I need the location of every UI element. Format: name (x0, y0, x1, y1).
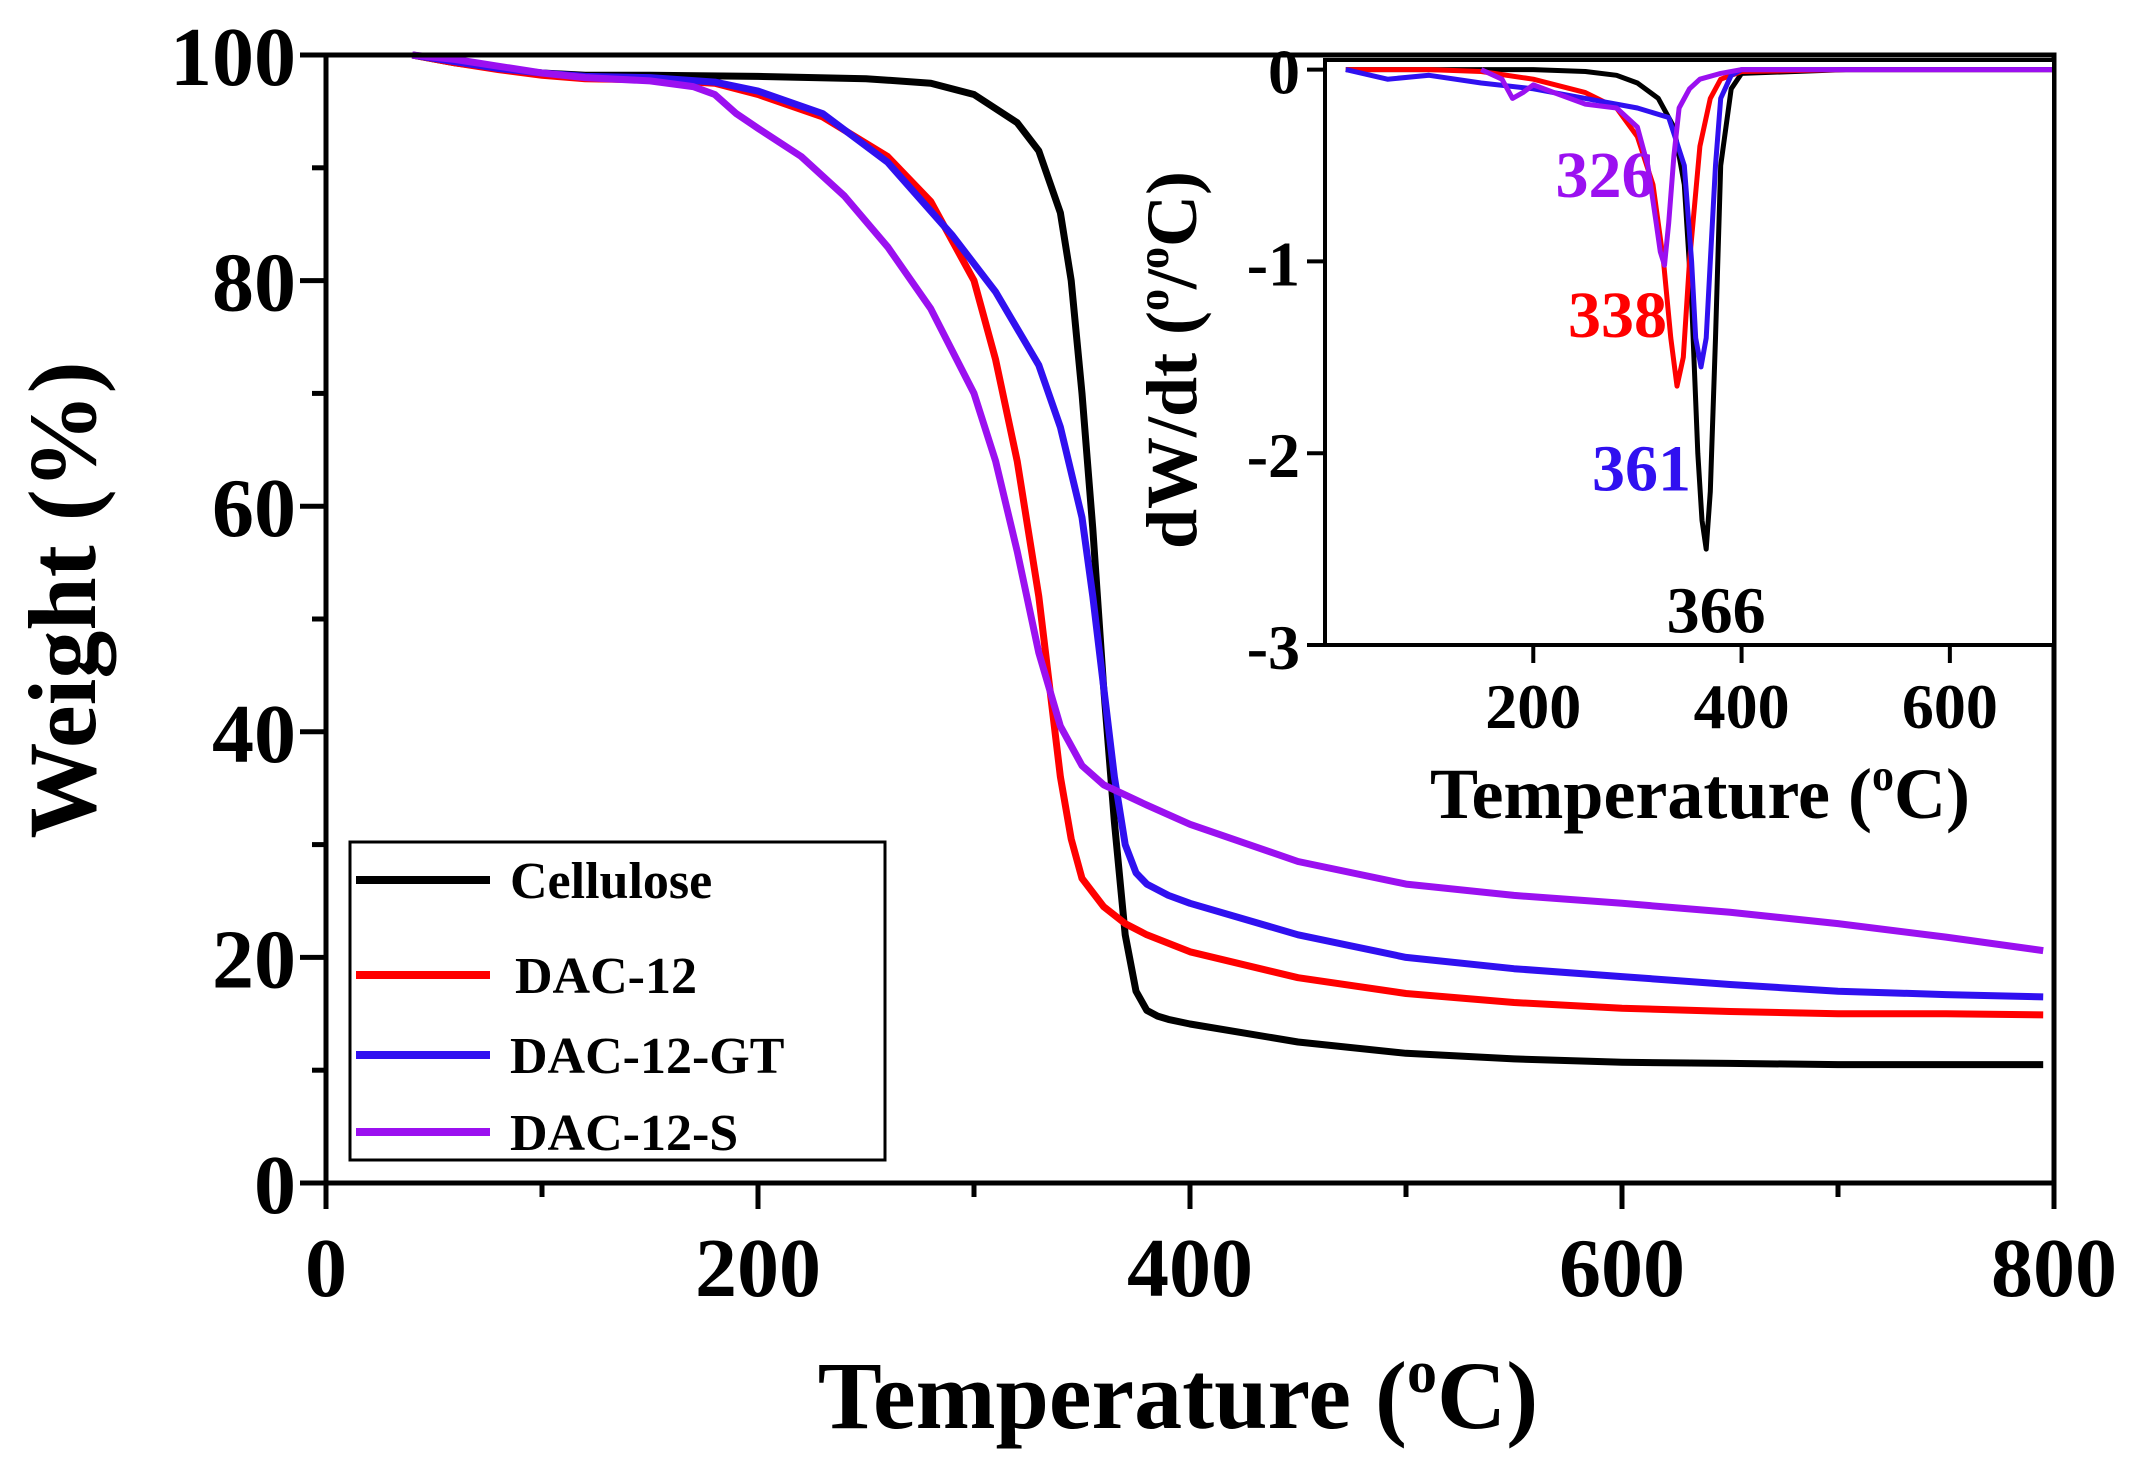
legend-entry-cellulose: Cellulose (356, 853, 712, 910)
main-x-tick-labels: 0 200 400 600 800 (305, 1222, 2117, 1315)
inset-y-tick-labels: 0 -1 -2 -3 (1247, 37, 1300, 683)
y-tick-label: 0 (254, 1139, 296, 1232)
legend-frame (348, 840, 887, 1162)
inset-x-axis-title: Temperature (oC) (1430, 751, 1970, 834)
inset-y-axis-title: dW/dt (o/oC) (1129, 171, 1212, 549)
peak-label-326: 326 (1556, 139, 1655, 212)
legend-label-dac-12: DAC-12 (515, 948, 697, 1005)
inset-series-line-cellulose (1345, 67, 2054, 552)
x-tick-label: 400 (1127, 1222, 1253, 1315)
inset-background (1325, 60, 2054, 645)
y-tick-label: 100 (170, 11, 296, 104)
x-tick-label: 800 (1991, 1222, 2117, 1315)
y-tick-label: 80 (212, 237, 296, 330)
legend-label-dac-12-gt: DAC-12-GT (510, 1028, 784, 1085)
main-y-axis-title: Weight (%) (9, 361, 116, 838)
inset-x-tick-label: 600 (1902, 671, 1998, 742)
legend-label-dac-12-s: DAC-12-S (510, 1105, 738, 1162)
inset-y-tick-label: -1 (1247, 228, 1300, 299)
y-tick-label: 40 (212, 688, 296, 781)
inset-plot: 200 400 600 0 -1 -2 -3 326 338 361 366 Temperatu… (1129, 37, 2056, 834)
main-series-lines (411, 51, 2044, 1069)
main-axis-ticks (300, 52, 2057, 1209)
inset-series-line-dac-12-s (1480, 67, 2054, 268)
peak-label-366: 366 (1667, 574, 1766, 647)
x-tick-label: 0 (305, 1222, 347, 1315)
legend-entry-dac-12-gt: DAC-12-GT (356, 1028, 784, 1085)
inset-x-tick-label: 200 (1485, 671, 1581, 742)
inset-x-tick-labels: 200 400 600 (1485, 671, 1998, 742)
peak-label-338: 338 (1568, 279, 1667, 352)
legend-entry-dac-12-s: DAC-12-S (356, 1105, 738, 1162)
peak-label-361: 361 (1592, 433, 1691, 506)
main-y-tick-labels: 0 20 40 60 80 100 (170, 11, 296, 1232)
y-tick-label: 60 (212, 462, 296, 555)
y-tick-label: 20 (212, 913, 296, 1006)
main-x-axis-title: Temperature (oC) (818, 1339, 1539, 1449)
x-tick-label: 600 (1559, 1222, 1685, 1315)
x-tick-label: 200 (695, 1222, 821, 1315)
inset-y-tick-label: -2 (1247, 420, 1300, 491)
legend-entry-dac-12: DAC-12 (356, 948, 697, 1005)
inset-series-lines (1345, 67, 2054, 552)
inset-peak-annotations: 326 338 361 366 (1556, 139, 1766, 647)
legend-label-cellulose: Cellulose (510, 853, 712, 910)
legend: Cellulose DAC-12 DAC-12-GT DAC-12-S (348, 840, 887, 1162)
inset-axis-ticks (1307, 67, 1952, 663)
inset-y-tick-label: 0 (1268, 37, 1300, 108)
inset-y-tick-label: -3 (1247, 612, 1300, 683)
inset-x-tick-label: 400 (1694, 671, 1790, 742)
series-line-dac-12-s (412, 51, 2044, 955)
inset-plot-frame (1323, 58, 2056, 647)
